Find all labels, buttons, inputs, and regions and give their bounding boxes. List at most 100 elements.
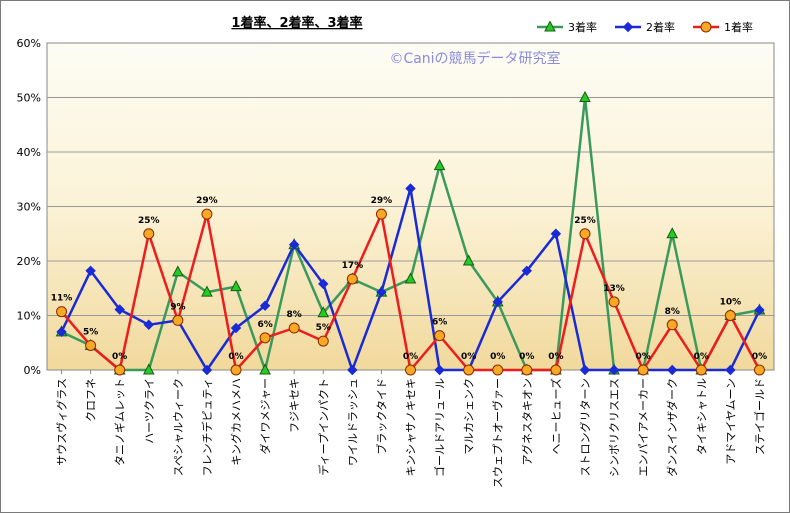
data-label: 0%	[694, 352, 709, 362]
data-label: 5%	[83, 327, 98, 337]
data-point	[404, 272, 417, 284]
x-tick-label: タニノギムレット	[114, 378, 127, 466]
data-point	[700, 21, 712, 33]
data-point	[579, 90, 591, 102]
data-label: 25%	[574, 216, 596, 226]
x-tick-label: ステイゴールド	[752, 378, 766, 455]
x-tick-label: ハーツクライ	[143, 378, 156, 444]
x-tick-label: スペシャルウィーク	[172, 378, 185, 476]
data-label: 13%	[603, 284, 625, 294]
data-point	[521, 364, 533, 376]
data-point	[346, 273, 358, 285]
data-point	[724, 310, 736, 321]
legend-label: 3着率	[568, 20, 597, 34]
y-tick-label: 50%	[17, 92, 41, 105]
data-point	[666, 319, 678, 331]
x-tick-label: ダンスインザダーク	[665, 378, 679, 477]
data-point	[492, 296, 503, 308]
x-tick-label: ゴールドアリュール	[433, 378, 447, 477]
x-tick-label: キンシャサノキセキ	[405, 378, 418, 476]
data-point	[172, 314, 184, 326]
data-label: 0%	[228, 352, 243, 362]
data-point	[114, 304, 125, 315]
data-point	[201, 285, 213, 297]
data-point	[667, 364, 678, 376]
x-axis: サウスヴィグラス クロフネ タニノギムレット ハーツクライ スペシャルウィーク フレンチデ…	[55, 370, 766, 488]
x-tick-label: エンパイアメーカー	[637, 378, 650, 476]
data-point	[405, 364, 416, 376]
x-tick-label: アグネスタキオン	[520, 378, 534, 465]
data-labels: 11% 5% 0% 25% 9% 29% 0% 6% 8% 5% 17% 29% 0% 6% 0% 0% 0% 0…	[51, 196, 767, 362]
data-point	[492, 364, 504, 376]
series-markers	[55, 90, 766, 376]
data-point	[288, 322, 300, 334]
data-point	[433, 159, 446, 171]
x-tick-label: ダイワメジャー	[258, 378, 272, 454]
y-tick-label: 40%	[17, 146, 41, 159]
data-point	[375, 208, 387, 220]
data-point	[114, 364, 126, 376]
data-point	[608, 364, 620, 376]
data-point	[230, 280, 242, 292]
data-point	[434, 330, 446, 342]
y-tick-label: 0%	[24, 364, 41, 377]
data-point	[579, 228, 591, 240]
data-label: 0%	[112, 352, 127, 362]
data-point	[753, 364, 765, 376]
data-point	[259, 332, 271, 344]
legend: 3着率 2着率 1着率	[537, 20, 753, 34]
data-point	[725, 364, 736, 376]
data-label: 0%	[461, 352, 476, 362]
x-tick-label: スウェプトオーヴァー	[491, 378, 505, 488]
x-tick-label: クロフネ	[85, 378, 98, 422]
data-point	[376, 286, 387, 298]
data-point	[754, 304, 765, 316]
data-label: 6%	[257, 320, 272, 330]
data-point	[434, 364, 445, 376]
data-label: 0%	[403, 352, 418, 362]
x-tick-label: サウスヴィグラス	[55, 378, 69, 466]
data-label: 17%	[342, 261, 364, 271]
x-tick-label: キングカメハメハ	[229, 378, 243, 466]
data-point	[521, 265, 533, 277]
y-tick-label: 10%	[17, 310, 41, 323]
gridlines	[47, 97, 774, 316]
data-point	[143, 228, 155, 240]
data-label: 9%	[170, 302, 185, 312]
legend-label: 1着率	[724, 20, 753, 34]
data-point	[201, 364, 213, 376]
data-label: 0%	[752, 352, 767, 362]
data-point	[608, 296, 620, 308]
data-label: 0%	[635, 352, 650, 362]
x-tick-label: ワイルドラッシュ	[346, 378, 359, 466]
data-label: 5%	[316, 323, 331, 333]
watermark: ©Caniの競馬データ研究室	[389, 50, 560, 67]
data-point	[666, 227, 679, 239]
data-point	[172, 265, 184, 277]
data-point	[230, 322, 242, 334]
data-point	[230, 364, 242, 376]
data-point	[56, 326, 67, 338]
data-point	[405, 183, 416, 194]
data-point	[695, 364, 707, 376]
data-point	[259, 363, 271, 375]
x-tick-label: ストロングリターン	[578, 378, 592, 476]
y-tick-label: 30%	[17, 201, 41, 214]
data-point	[544, 20, 556, 32]
data-label: 8%	[665, 307, 680, 317]
data-label: 6%	[432, 318, 447, 328]
data-point	[463, 364, 475, 376]
x-tick-label: フジキセキ	[288, 378, 301, 433]
data-point	[56, 306, 68, 318]
data-point	[142, 363, 155, 375]
data-point	[318, 278, 329, 290]
data-point	[347, 364, 358, 376]
x-tick-label: ディープインパクト	[316, 378, 330, 476]
chart-title: 1着率、2着率、3着率	[231, 15, 362, 31]
data-label: 25%	[138, 216, 160, 226]
data-label: 8%	[287, 310, 302, 320]
data-point	[259, 300, 271, 311]
x-tick-label: アドマイヤムーン	[724, 378, 737, 465]
